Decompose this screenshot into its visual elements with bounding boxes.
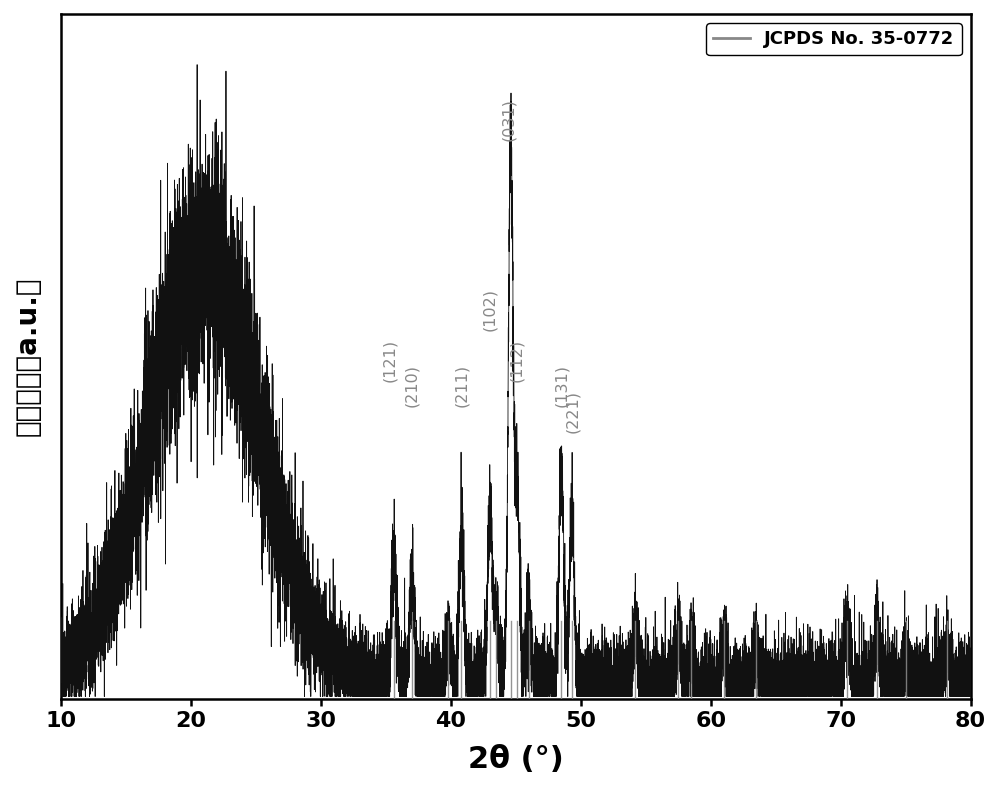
Text: (211): (211) [454, 364, 469, 407]
Legend: JCPDS No. 35-0772: JCPDS No. 35-0772 [706, 23, 962, 55]
X-axis label: 2θ (°): 2θ (°) [468, 745, 564, 774]
Text: (121): (121) [382, 339, 397, 382]
Text: (112): (112) [509, 339, 524, 382]
Text: (221): (221) [566, 390, 581, 433]
Y-axis label: 相对强度（a.u.）: 相对强度（a.u.） [14, 277, 42, 437]
Text: (131): (131) [555, 364, 570, 407]
Text: (031): (031) [501, 98, 516, 141]
Text: (210): (210) [405, 364, 420, 407]
Text: (102): (102) [482, 288, 497, 331]
